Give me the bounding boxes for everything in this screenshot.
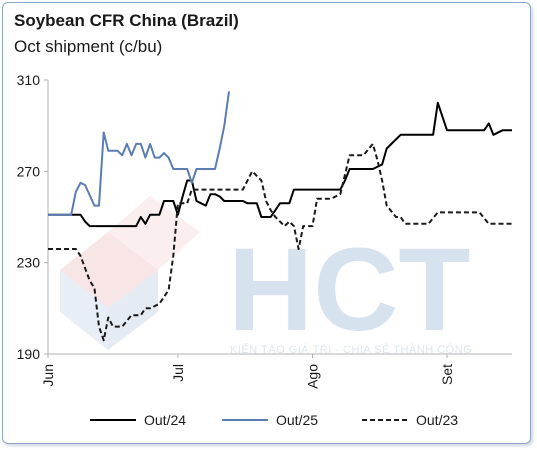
- series-line-out-23: [48, 142, 512, 342]
- watermark-diamond-red-light: [108, 196, 200, 270]
- watermark: HCT KIẾN TẠO GIÁ TRỊ - CHIA SẺ THÀNH CÔN…: [60, 196, 472, 356]
- watermark-diamond-blue: [60, 270, 108, 350]
- x-tick-label: Ago: [304, 364, 320, 389]
- x-tick-label: Set: [439, 364, 455, 385]
- y-axis-ticks: 190 230 270 310: [17, 72, 48, 362]
- x-tick-label: Jun: [40, 364, 56, 387]
- x-axis-ticks: Jun Jul Ago Set: [40, 354, 455, 389]
- chart-frame: [2, 2, 531, 444]
- series-line-out-24: [48, 101, 512, 228]
- series-layer: [48, 91, 512, 342]
- y-tick-label: 270: [17, 163, 41, 179]
- legend-label: Out/24: [144, 412, 186, 428]
- legend: Out/24 Out/25 Out/23: [90, 412, 458, 428]
- watermark-brand: HCT: [228, 224, 471, 356]
- y-tick-label: 310: [17, 72, 41, 88]
- series-line-out-25: [48, 91, 230, 216]
- legend-label: Out/25: [276, 412, 318, 428]
- y-tick-label: 190: [17, 346, 41, 362]
- watermark-tagline: KIẾN TẠO GIÁ TRỊ - CHIA SẺ THÀNH CÔNG: [230, 343, 472, 356]
- x-tick-label: Jul: [170, 364, 186, 382]
- chart-title: Soybean CFR China (Brazil): [14, 11, 239, 30]
- chart-subtitle: Oct shipment (c/bu): [14, 37, 163, 56]
- legend-label: Out/23: [416, 412, 458, 428]
- watermark-diamond-red: [60, 232, 158, 308]
- y-tick-label: 230: [17, 255, 41, 271]
- watermark-diamond-blue-dark: [108, 270, 158, 350]
